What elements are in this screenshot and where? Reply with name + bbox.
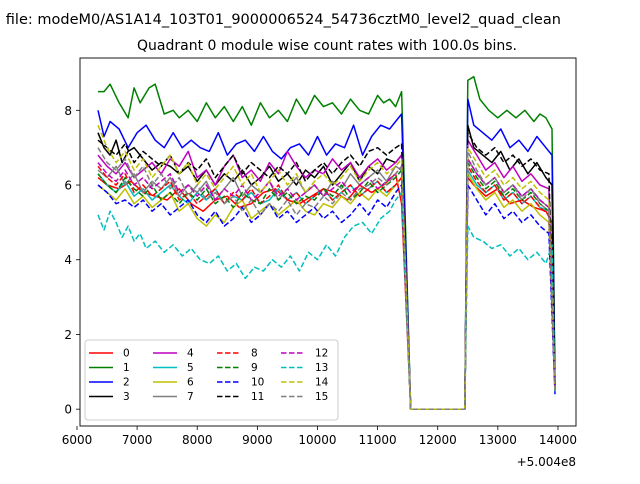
series-12-line [97, 158, 556, 410]
legend-label-15: 15 [315, 391, 328, 403]
y-tick-label: 0 [64, 403, 72, 417]
legend-label-11: 11 [251, 391, 264, 403]
series-6-line [97, 173, 556, 410]
series-14-line [97, 124, 556, 410]
legend-label-3: 3 [123, 391, 130, 403]
x-tick-label: 9000 [242, 433, 273, 447]
y-tick-label: 8 [64, 104, 72, 118]
y-tick-label: 2 [64, 328, 72, 342]
legend-label-14: 14 [315, 377, 329, 389]
axes-layer: 6000 7000 8000 9000 10000 11000 12000 13000 1400… [62, 104, 577, 447]
x-tick-label: 10000 [298, 433, 336, 447]
legend-label-10: 10 [251, 377, 264, 389]
x-tick-label: 14000 [539, 433, 577, 447]
x-tick-label: 6000 [62, 433, 93, 447]
series-10-line [97, 184, 556, 410]
legend-label-6: 6 [187, 377, 194, 389]
legend-label-2: 2 [123, 377, 130, 389]
legend-label-8: 8 [251, 348, 258, 360]
legend-label-0: 0 [123, 348, 130, 360]
plot-frame [79, 57, 577, 427]
series-2-line [97, 98, 556, 410]
x-tick-label: 13000 [479, 433, 517, 447]
y-tick-label: 4 [64, 253, 72, 267]
figure-suptitle: n file: modeM0/AS1A14_103T01_9000006524_… [0, 12, 561, 28]
series-9-line [97, 161, 556, 410]
y-tick-label: 6 [64, 179, 72, 193]
x-axis-offset-label: +5.004e8 [517, 455, 576, 469]
series-13-line [97, 191, 556, 410]
legend-box [84, 339, 339, 421]
chart-title: Quadrant 0 module wise count rates with … [137, 38, 517, 54]
legend-label-1: 1 [123, 362, 130, 374]
series-1-line [98, 75, 556, 410]
legend-label-13: 13 [315, 362, 328, 374]
series-4-line [97, 139, 556, 410]
x-tick-label: 11000 [359, 433, 397, 447]
legend-label-5: 5 [187, 362, 194, 374]
legend-label-4: 4 [187, 348, 194, 360]
series-layer [97, 75, 556, 410]
series-3-line [97, 124, 556, 410]
series-8-line [97, 165, 556, 410]
x-tick-label: 7000 [122, 433, 153, 447]
legend-label-9: 9 [251, 362, 258, 374]
legend-label-7: 7 [187, 391, 194, 403]
series-15-line [97, 147, 556, 410]
legend-label-12: 12 [315, 348, 328, 360]
x-tick-label: 8000 [182, 433, 213, 447]
x-tick-label: 12000 [419, 433, 457, 447]
